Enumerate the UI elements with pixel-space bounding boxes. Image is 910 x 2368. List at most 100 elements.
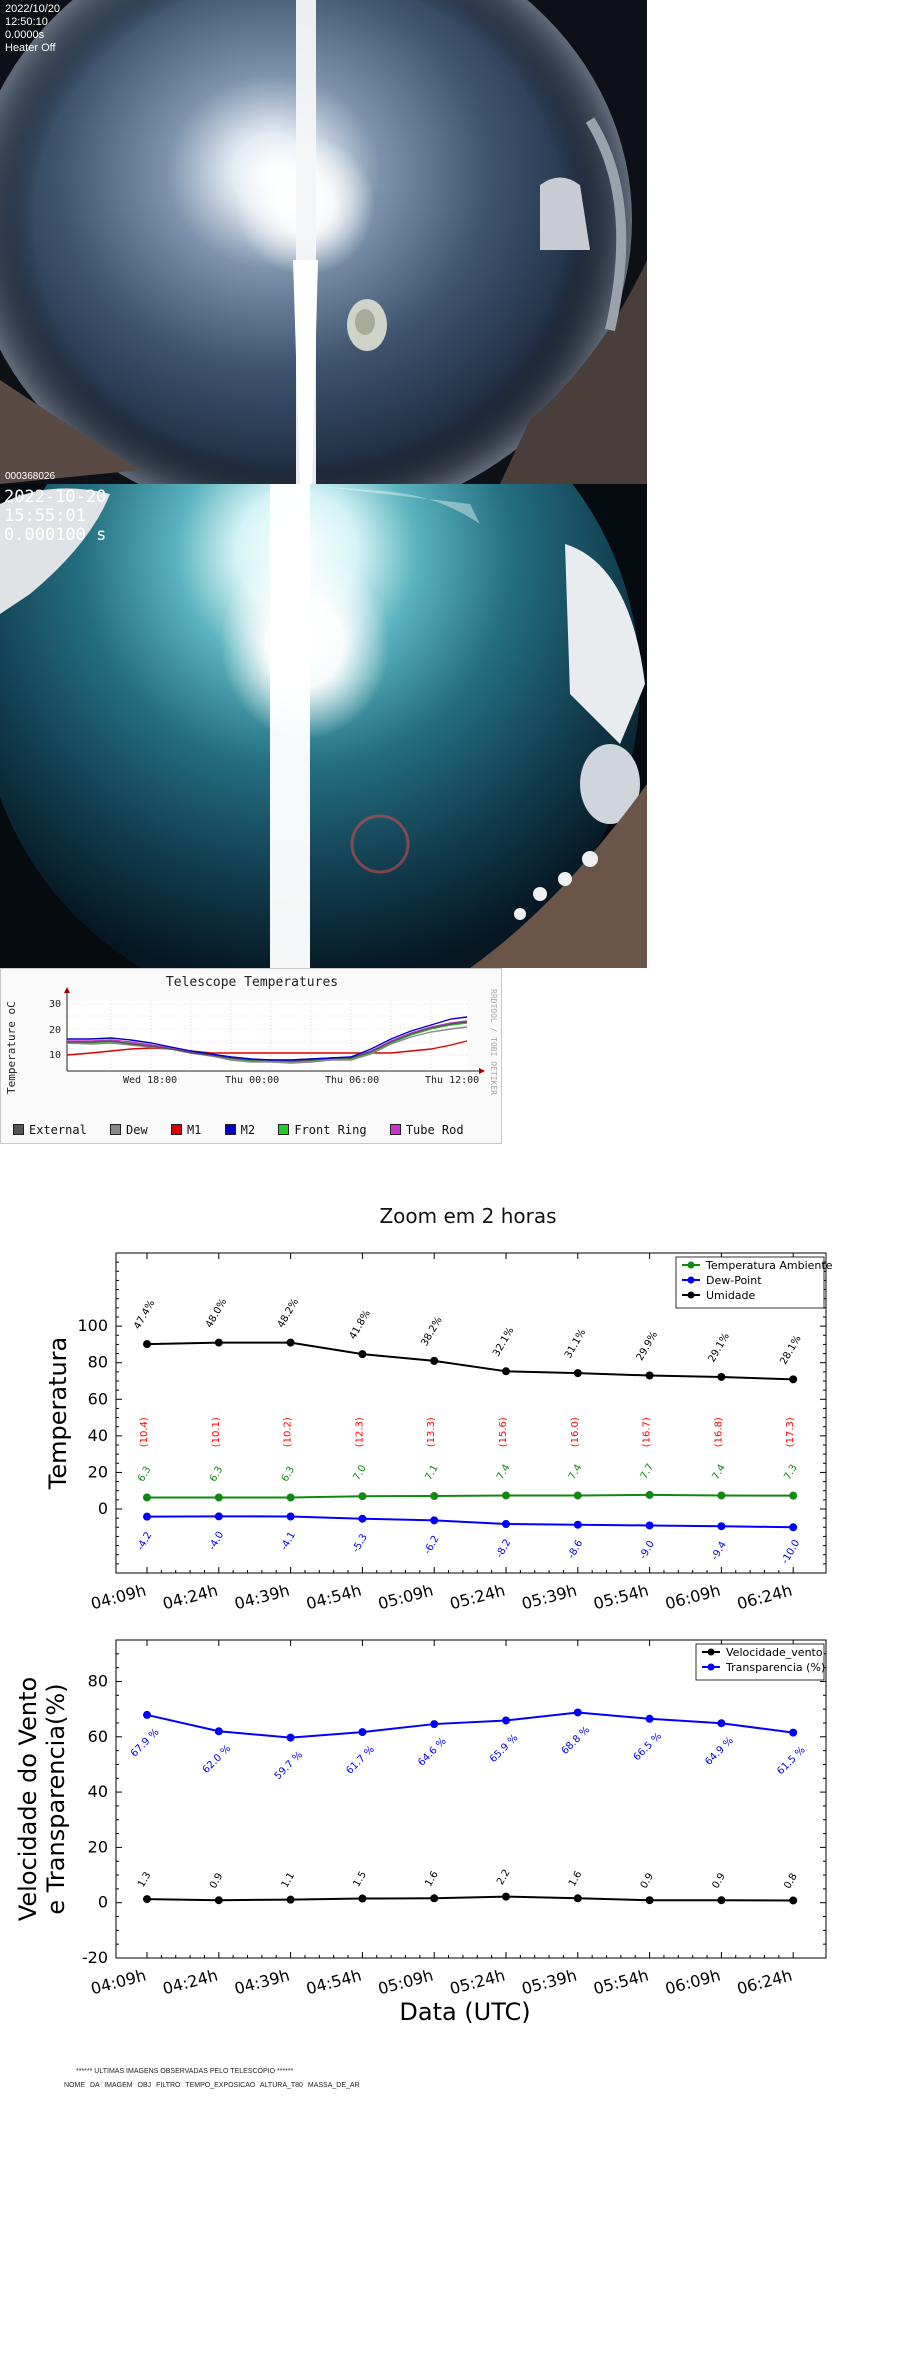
data-label: 6.3 — [280, 1465, 297, 1484]
data-label: -5.3 — [351, 1532, 370, 1554]
y-tick-label: 0 — [98, 1893, 108, 1912]
svg-text:20: 20 — [49, 1025, 61, 1036]
camera2-exposure: 0.000100 s — [4, 525, 107, 545]
data-point — [573, 1520, 582, 1529]
x-tick-label: 04:54h — [304, 1966, 363, 1999]
x-tick-label: 05:39h — [520, 1581, 579, 1614]
data-point — [717, 1719, 726, 1728]
data-point — [143, 1895, 151, 1904]
data-point — [502, 1367, 510, 1376]
data-label: -8.2 — [494, 1538, 513, 1560]
data-point — [214, 1727, 223, 1736]
y-axis-label-temperatura: Temperatura — [44, 1337, 72, 1491]
data-label: -4.0 — [207, 1530, 226, 1552]
data-point — [286, 1493, 295, 1502]
data-point — [214, 1512, 223, 1521]
y-tick-label: 20 — [88, 1462, 108, 1481]
red-data-label: (15.6) — [498, 1417, 509, 1447]
data-point — [358, 1514, 367, 1523]
x-tick-label: 04:24h — [161, 1966, 220, 1999]
sky-dome-image-1 — [0, 0, 647, 484]
legend-marker — [687, 1261, 695, 1269]
data-label: 31.1% — [563, 1327, 588, 1360]
data-label: 1.3 — [136, 1870, 153, 1889]
y-tick-label: 80 — [88, 1671, 108, 1690]
data-label: 64.6 % — [416, 1736, 448, 1768]
data-label: 32.1% — [491, 1326, 516, 1359]
legend-item-external: External — [13, 1123, 87, 1137]
camera1-heater-status: Heater Off — [5, 42, 56, 54]
data-label: 66.5 % — [632, 1731, 664, 1763]
data-label: 6.3 — [208, 1465, 225, 1484]
data-point — [502, 1491, 510, 1500]
x-axis-label: Data (UTC) — [399, 1998, 530, 2026]
sky-dome-image-2 — [0, 484, 647, 968]
data-label: 1.1 — [280, 1871, 297, 1890]
legend-marker — [707, 1648, 715, 1656]
data-point — [358, 1350, 367, 1359]
data-point — [717, 1522, 726, 1531]
data-point — [286, 1512, 295, 1521]
data-label: 6.3 — [136, 1465, 153, 1484]
legend-label: Dew-Point — [706, 1274, 762, 1287]
plot-frame-wind — [115, 1639, 827, 1959]
data-point — [789, 1523, 798, 1532]
camera2-time: 15:55:01 — [4, 506, 86, 526]
all-sky-camera-image-1: 2022/10/20 12:50:10 0.0000s Heater Off 0… — [0, 0, 647, 484]
x-tick-label: 06:09h — [663, 1581, 722, 1614]
data-label: -4.2 — [135, 1530, 154, 1552]
zoom-charts: 0 20 40 60 80 100 04:09h 04:24h 04:39h 04:54h 05:0… — [14, 1252, 833, 2026]
data-point — [789, 1375, 798, 1384]
legend-item-front-ring: Front Ring — [278, 1123, 367, 1137]
data-label: -9.4 — [710, 1540, 729, 1562]
legend-box-temp — [675, 1256, 825, 1309]
data-label: 7.3 — [782, 1463, 799, 1482]
series-line-wind-0 — [146, 1895, 794, 1902]
svg-text:Thu 12:00: Thu 12:00 — [425, 1075, 479, 1086]
svg-text:30: 30 — [49, 999, 61, 1010]
data-label: 67.9 % — [129, 1727, 161, 1759]
y-tick-label: 20 — [88, 1837, 108, 1856]
x-tick-label: 04:39h — [232, 1966, 291, 1999]
zoom-chart-title: Zoom em 2 horas — [379, 1204, 557, 1228]
x-tick-label: 04:09h — [89, 1581, 148, 1614]
data-point — [358, 1894, 367, 1903]
svg-text:Thu 00:00: Thu 00:00 — [225, 1075, 279, 1086]
data-label: 65.9 % — [488, 1732, 520, 1764]
data-point — [143, 1710, 151, 1719]
data-point — [502, 1716, 510, 1725]
y-axis-label-line2: e Transparencia(%) — [42, 1683, 70, 1914]
data-point — [717, 1491, 726, 1500]
red-data-label: (12.3) — [354, 1417, 365, 1447]
x-tick-label: 04:39h — [232, 1581, 291, 1614]
svg-text:10: 10 — [49, 1050, 61, 1061]
camera1-time: 12:50:10 — [5, 16, 48, 28]
data-label: 68.8 % — [560, 1724, 592, 1756]
x-tick-label: 05:24h — [448, 1966, 507, 1999]
data-point — [573, 1491, 582, 1500]
legend-label: Temperatura Ambiente — [705, 1259, 833, 1272]
series-line-wind-1 — [146, 1711, 794, 1739]
legend-marker — [707, 1663, 715, 1671]
legend-item-tube-rod: Tube Rod — [389, 1123, 464, 1137]
data-point — [143, 1512, 151, 1521]
legend-marker — [687, 1276, 695, 1284]
x-tick-label: 04:54h — [304, 1581, 363, 1614]
data-point — [645, 1371, 654, 1380]
data-point — [645, 1490, 654, 1499]
legend-box-wind — [695, 1643, 825, 1681]
data-label: 0.9 — [208, 1871, 225, 1890]
camera1-exposure: 0.0000s — [5, 29, 45, 41]
series-line-temp-2 — [146, 1341, 794, 1381]
all-sky-camera-image-2: 2022-10-20 15:55:01 0.000100 s — [0, 484, 647, 968]
data-point — [645, 1896, 654, 1905]
data-point — [430, 1894, 439, 1903]
data-point — [430, 1492, 439, 1501]
y-tick-label: -20 — [82, 1948, 108, 1967]
data-point — [573, 1708, 582, 1717]
x-tick-label: 05:54h — [591, 1581, 650, 1614]
data-point — [286, 1895, 295, 1904]
data-label: 29.1% — [707, 1331, 732, 1364]
data-point — [358, 1728, 367, 1737]
red-data-label: (10.2) — [283, 1417, 294, 1447]
